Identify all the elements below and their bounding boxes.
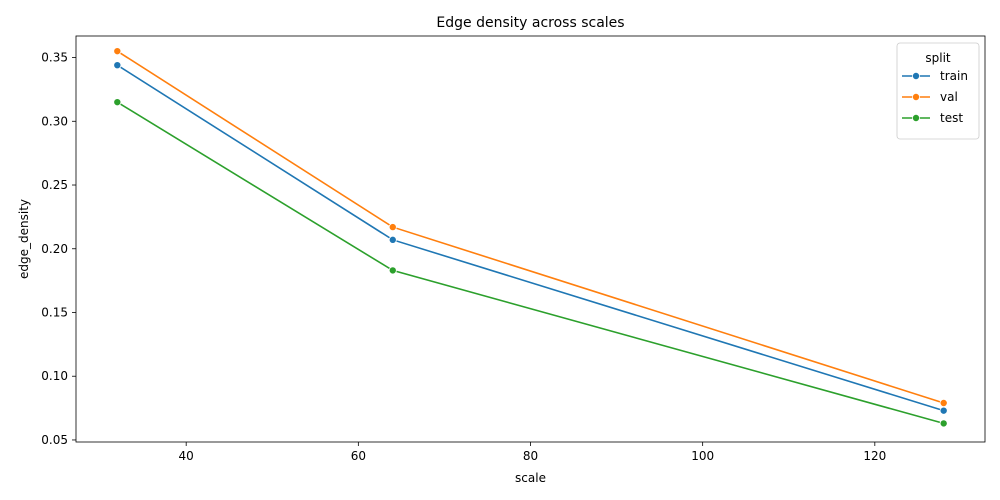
y-tick-label: 0.10 [41, 369, 68, 383]
legend-marker-val [912, 93, 921, 102]
y-tick-label: 0.25 [41, 178, 68, 192]
x-tick-label: 100 [691, 449, 714, 463]
data-point-test [939, 419, 948, 428]
chart-title: Edge density across scales [436, 15, 624, 31]
legend-label-test: test [940, 111, 963, 125]
y-axis-label: edge_density [17, 199, 31, 279]
series-line-test [116, 101, 944, 425]
y-tick-label: 0.30 [41, 114, 68, 128]
legend-marker-test [912, 114, 921, 123]
legend-label-val: val [940, 90, 958, 104]
y-tick-label: 0.35 [41, 51, 68, 65]
y-tick-label: 0.20 [41, 242, 68, 256]
series-line-train [116, 64, 944, 412]
legend-label-train: train [940, 69, 968, 83]
data-point-val [388, 223, 397, 232]
x-axis: 40 60 80 100 120 [179, 442, 886, 463]
x-tick-label: 80 [523, 449, 538, 463]
series-line-val [116, 50, 944, 404]
x-axis-label: scale [515, 471, 546, 485]
legend: split train val test [896, 42, 980, 140]
data-point-train [939, 406, 948, 415]
data-point-val [939, 398, 948, 407]
data-point-test [388, 266, 397, 275]
x-tick-label: 60 [351, 449, 366, 463]
y-tick-label: 0.15 [41, 305, 68, 319]
legend-title: split [925, 51, 951, 65]
y-axis: 0.05 0.10 0.15 0.20 0.25 0.30 0.35 [41, 51, 76, 447]
data-point-test [113, 98, 122, 107]
legend-marker-train [912, 72, 921, 81]
x-tick-label: 120 [863, 449, 886, 463]
data-point-val [113, 47, 122, 56]
data-point-train [388, 235, 397, 244]
y-tick-label: 0.05 [41, 433, 68, 447]
data-point-train [113, 61, 122, 70]
x-tick-label: 40 [179, 449, 194, 463]
